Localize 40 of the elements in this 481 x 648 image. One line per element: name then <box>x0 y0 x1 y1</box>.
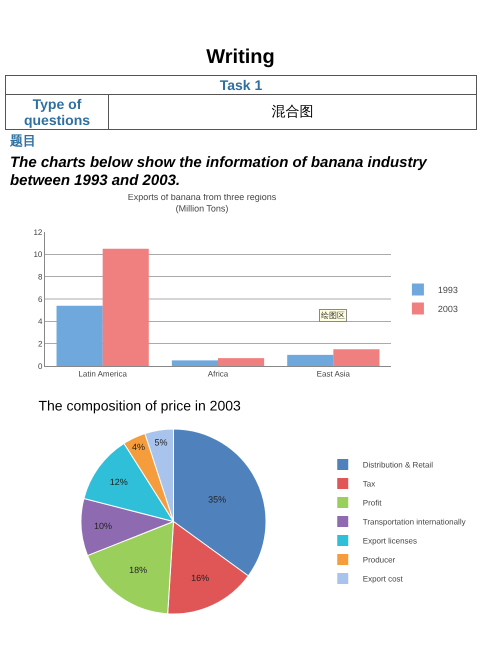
y-tick-label: 2 <box>38 339 43 348</box>
legend-label: Transportation internationally <box>362 518 466 527</box>
data-label: 16% <box>191 572 210 583</box>
text: The charts below show the information of banana industry between 1993 and 2003. <box>10 154 428 190</box>
data-label: 12% <box>110 476 128 487</box>
bar <box>102 248 149 366</box>
bar <box>333 349 380 366</box>
y-tick-label: 6 <box>38 294 43 304</box>
legend-label: Distribution & Retail <box>362 460 434 470</box>
data-label: 18% <box>129 565 148 576</box>
legend-label: Export licenses <box>362 536 417 546</box>
x-tick-label: Africa <box>208 370 229 379</box>
x-tick-label: East Asia <box>316 370 351 379</box>
y-tick-label: 8 <box>38 272 43 282</box>
data-label: 35% <box>208 494 226 504</box>
data-label: 5% <box>154 438 168 448</box>
bar <box>56 306 103 366</box>
data-label: 4% <box>132 442 146 452</box>
text: Writing <box>205 46 276 69</box>
bar <box>287 354 334 366</box>
y-tick-label: 0 <box>38 362 43 371</box>
legend-label: Tax <box>362 480 376 489</box>
text: 题目 <box>10 132 37 150</box>
legend-label: 2003 <box>438 304 458 314</box>
y-tick-label: 12 <box>33 228 43 237</box>
bar <box>218 358 264 366</box>
legend-label: Producer <box>362 556 396 565</box>
chart-title: The composition of price in 2003 <box>38 398 242 414</box>
legend-label: Profit <box>362 498 382 508</box>
data-label: 10% <box>94 520 112 531</box>
text: 混合图 <box>108 94 476 130</box>
text: Task 1 <box>6 76 476 94</box>
text: Type of questions <box>6 94 108 130</box>
legend-label: 1993 <box>438 285 458 296</box>
y-tick-label: 4 <box>38 317 43 326</box>
y-tick-label: 10 <box>33 250 43 260</box>
x-tick-label: Latin America <box>78 370 128 379</box>
annotation: 绘图区 <box>321 311 345 320</box>
bar <box>172 360 218 366</box>
legend-label: Export cost <box>362 574 404 584</box>
